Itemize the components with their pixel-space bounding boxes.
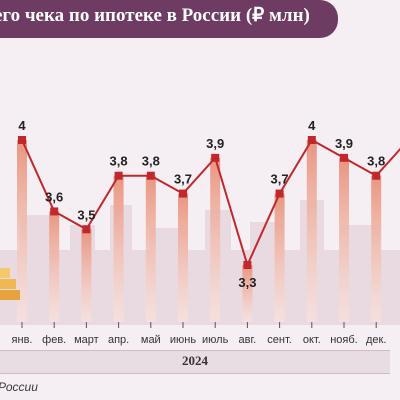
data-label: 3,9 [206,136,224,151]
tick-label: сент. [267,334,292,346]
data-point [340,153,348,162]
data-label: 3,8 [142,154,160,169]
data-point [82,225,91,234]
tick-label: дек. [366,334,386,346]
bar [210,157,221,322]
tick-label: нояб. [330,334,358,346]
markers [18,136,381,269]
data-point [243,261,252,269]
chart-title: его чека по ипотеке в России (₽ млн) [0,5,310,26]
tick-labels: янв. фев. март апр. май июнь июль авг. сент. окт.… [12,322,386,346]
data-label: 4 [18,118,26,133]
data-point [179,189,187,198]
gold-bars-icon [0,268,20,300]
bar [145,175,156,322]
data-labels: 43,63,53,83,83,73,93,33,743,93,84 [18,118,385,290]
data-point [18,136,26,144]
tick-label: март [74,334,99,346]
bar [339,157,349,322]
data-point [307,136,316,144]
tick-label: апр. [108,334,129,346]
data-point [211,153,220,162]
data-label: 4 [308,118,316,133]
bar [242,265,253,322]
data-point [146,171,155,180]
data-label: 3,5 [77,207,95,222]
bar [178,193,188,322]
data-point [50,207,59,216]
tick-label: янв. [12,334,33,346]
year-band [0,350,390,374]
tick-label: авг. [239,334,257,346]
tick-label: окт. [303,334,321,346]
data-label: 3,7 [271,172,289,187]
data-label: 3,8 [367,154,385,169]
source-note: России [0,380,38,394]
bar [274,193,285,322]
tick-label: июль [202,334,229,346]
data-label: 3,9 [335,136,353,151]
data-point [372,171,381,180]
tick-label: май [141,334,161,346]
bars [17,140,382,322]
tick-label: июнь [170,334,196,346]
data-point [114,171,123,180]
bar [306,140,317,322]
bar [49,211,60,322]
bar [371,175,382,322]
bar [113,175,124,322]
bar [17,140,27,322]
data-label: 3,6 [45,189,63,204]
year-label: 2024 [182,353,208,368]
tick-label: фев. [42,334,66,346]
data-label: 3,7 [174,172,192,187]
data-point [275,189,284,198]
bar [81,229,92,322]
data-label: 3,8 [110,154,128,169]
data-label: 3,3 [238,275,256,290]
title-bar: его чека по ипотеке в России (₽ млн) [0,0,338,38]
